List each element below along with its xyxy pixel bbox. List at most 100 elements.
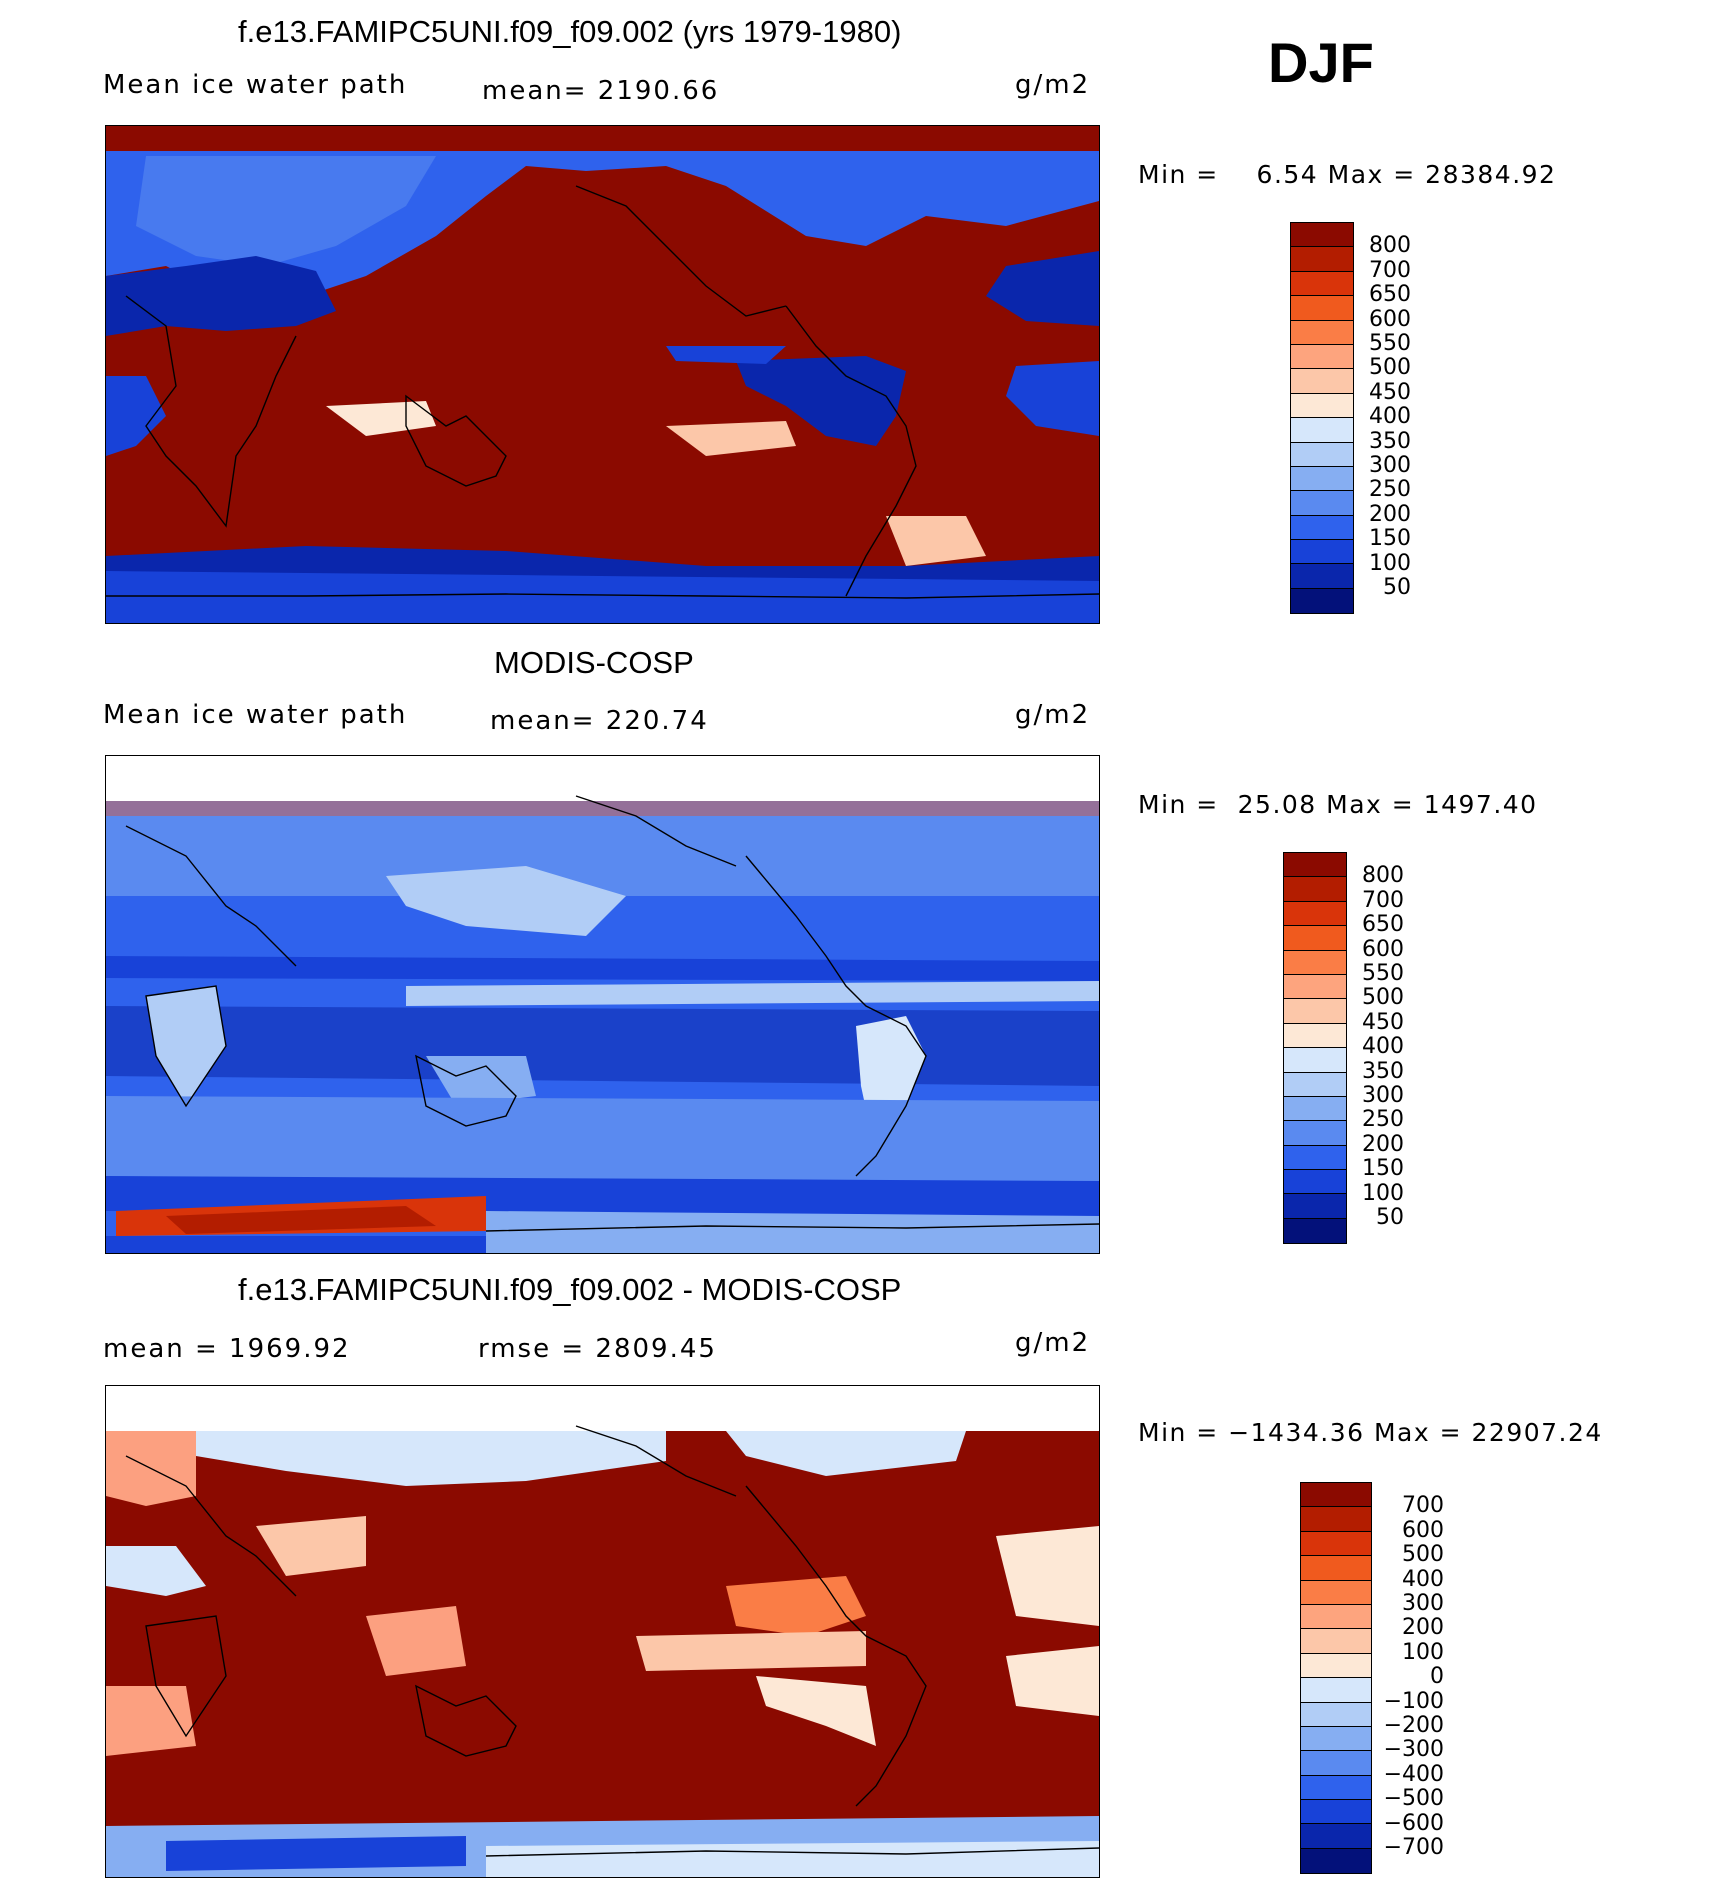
colorbar-level-label: −300 <box>1383 1737 1444 1763</box>
panel1-units-label: g/m2 <box>1015 70 1091 100</box>
colorbar-level-label: 200 <box>1362 1131 1404 1157</box>
colorbar-swatch <box>1301 1580 1371 1605</box>
colorbar-swatch <box>1284 877 1346 902</box>
colorbar-swatch <box>1284 926 1346 951</box>
panel2-variable-label: Mean ice water path <box>103 700 408 730</box>
panel2-colorbar-labels: 800 700 650 600 550 500 450 400 350 300 250 200 150 1… <box>1348 852 1404 1242</box>
colorbar-swatch <box>1301 1751 1371 1776</box>
colorbar-swatch <box>1301 1629 1371 1654</box>
colorbar-swatch <box>1291 540 1353 565</box>
colorbar-level-label: 150 <box>1362 1156 1404 1182</box>
colorbar-level-label: 400 <box>1402 1566 1444 1592</box>
colorbar-swatch <box>1284 1048 1346 1073</box>
panel3-units-label: g/m2 <box>1015 1328 1091 1358</box>
colorbar-swatch <box>1291 271 1353 297</box>
colorbar-swatch <box>1284 1023 1346 1049</box>
colorbar-swatch <box>1291 320 1353 345</box>
panel3-rmse-label: rmse = 2809.45 <box>478 1334 717 1364</box>
colorbar-level-label: 800 <box>1362 863 1404 889</box>
colorbar-level-label: 350 <box>1362 1058 1404 1084</box>
panel2-minmax: Min = 25.08 Max = 1497.40 <box>1138 790 1538 819</box>
colorbar-level-label: −200 <box>1383 1713 1444 1738</box>
colorbar-level-label: 100 <box>1402 1639 1444 1665</box>
colorbar-level-label: 50 <box>1383 575 1411 600</box>
colorbar-swatch <box>1301 1604 1371 1630</box>
colorbar-level-label: 150 <box>1369 526 1411 552</box>
panel3-mean-label: mean = 1969.92 <box>103 1334 351 1364</box>
colorbar-swatch <box>1301 1775 1371 1801</box>
colorbar-level-label: 650 <box>1362 912 1404 938</box>
colorbar-level-label: −500 <box>1383 1786 1444 1812</box>
colorbar-level-label: 300 <box>1369 453 1411 478</box>
panel3-minmax: Min = −1434.36 Max = 22907.24 <box>1138 1418 1603 1447</box>
panel1-title: f.e13.FAMIPC5UNI.f09_f09.002 (yrs 1979-1… <box>238 14 902 49</box>
colorbar-swatch <box>1284 1194 1346 1219</box>
colorbar-swatch <box>1284 950 1346 975</box>
colorbar-swatch <box>1284 901 1346 927</box>
colorbar-level-label: 550 <box>1369 331 1411 356</box>
panel3-colorbar-labels: 700 600 500 400 300 200 100 0 −100 −200 −300 −400 −5… <box>1372 1482 1444 1872</box>
colorbar-swatch <box>1301 1678 1371 1703</box>
colorbar-level-label: 50 <box>1376 1205 1404 1230</box>
colorbar-level-label: 450 <box>1362 1009 1404 1035</box>
colorbar-level-label: −100 <box>1383 1688 1444 1714</box>
colorbar-swatch <box>1284 1145 1346 1171</box>
panel3-map <box>105 1385 1100 1878</box>
colorbar-level-label: −700 <box>1383 1835 1444 1860</box>
colorbar-swatch <box>1291 223 1353 248</box>
panel3-title: f.e13.FAMIPC5UNI.f09_f09.002 - MODIS-COS… <box>238 1272 902 1307</box>
colorbar-swatch <box>1301 1531 1371 1557</box>
panel2-title: MODIS-COSP <box>494 645 694 680</box>
panel1-map <box>105 125 1100 624</box>
colorbar-swatch <box>1291 393 1353 419</box>
colorbar-level-label: 700 <box>1402 1493 1444 1519</box>
colorbar-swatch <box>1291 466 1353 492</box>
colorbar-swatch <box>1284 1121 1346 1146</box>
colorbar-swatch <box>1301 1507 1371 1532</box>
colorbar-swatch <box>1301 1702 1371 1727</box>
panel3-colorbar <box>1300 1482 1372 1875</box>
colorbar-level-label: 300 <box>1402 1591 1444 1616</box>
panel1-colorbar-labels: 800 700 650 600 550 500 450 400 350 300 250 200 150 1… <box>1355 222 1411 612</box>
colorbar-level-label: 700 <box>1362 887 1404 913</box>
colorbar-level-label: 100 <box>1362 1180 1404 1206</box>
colorbar-level-label: 600 <box>1369 306 1411 332</box>
colorbar-swatch <box>1291 515 1353 541</box>
colorbar-swatch <box>1291 564 1353 589</box>
colorbar-level-label: 500 <box>1369 355 1411 381</box>
colorbar-level-label: 0 <box>1430 1664 1444 1690</box>
colorbar-swatch <box>1291 369 1353 394</box>
colorbar-level-label: 600 <box>1402 1517 1444 1543</box>
colorbar-level-label: 250 <box>1369 477 1411 503</box>
panel1-minmax: Min = 6.54 Max = 28384.92 <box>1138 160 1557 189</box>
colorbar-level-label: 250 <box>1362 1107 1404 1133</box>
colorbar-swatch <box>1301 1726 1371 1752</box>
panel2-map <box>105 755 1100 1254</box>
colorbar-level-label: −600 <box>1383 1810 1444 1836</box>
colorbar-swatch <box>1284 1072 1346 1097</box>
colorbar-level-label: 700 <box>1369 257 1411 283</box>
colorbar-level-label: 600 <box>1362 936 1404 962</box>
colorbar-swatch <box>1284 1170 1346 1195</box>
colorbar-swatch <box>1284 1218 1346 1244</box>
colorbar-level-label: 550 <box>1362 961 1404 986</box>
colorbar-swatch <box>1291 418 1353 443</box>
colorbar-level-label: 350 <box>1369 428 1411 454</box>
colorbar-swatch <box>1291 296 1353 321</box>
colorbar-level-label: 100 <box>1369 550 1411 576</box>
panel2-colorbar <box>1283 852 1347 1245</box>
colorbar-level-label: 800 <box>1369 233 1411 259</box>
colorbar-swatch <box>1301 1848 1371 1874</box>
colorbar-swatch <box>1291 442 1353 467</box>
panel2-units-label: g/m2 <box>1015 700 1091 730</box>
colorbar-swatch <box>1284 1096 1346 1122</box>
colorbar-level-label: 300 <box>1362 1083 1404 1108</box>
colorbar-swatch <box>1284 999 1346 1024</box>
colorbar-level-label: 400 <box>1362 1034 1404 1060</box>
colorbar-swatch <box>1291 247 1353 272</box>
colorbar-level-label: 650 <box>1369 282 1411 308</box>
colorbar-level-label: 200 <box>1369 501 1411 527</box>
colorbar-level-label: 500 <box>1402 1542 1444 1568</box>
panel1-mean-label: mean= 2190.66 <box>482 76 720 106</box>
panel1-variable-label: Mean ice water path <box>103 70 408 100</box>
